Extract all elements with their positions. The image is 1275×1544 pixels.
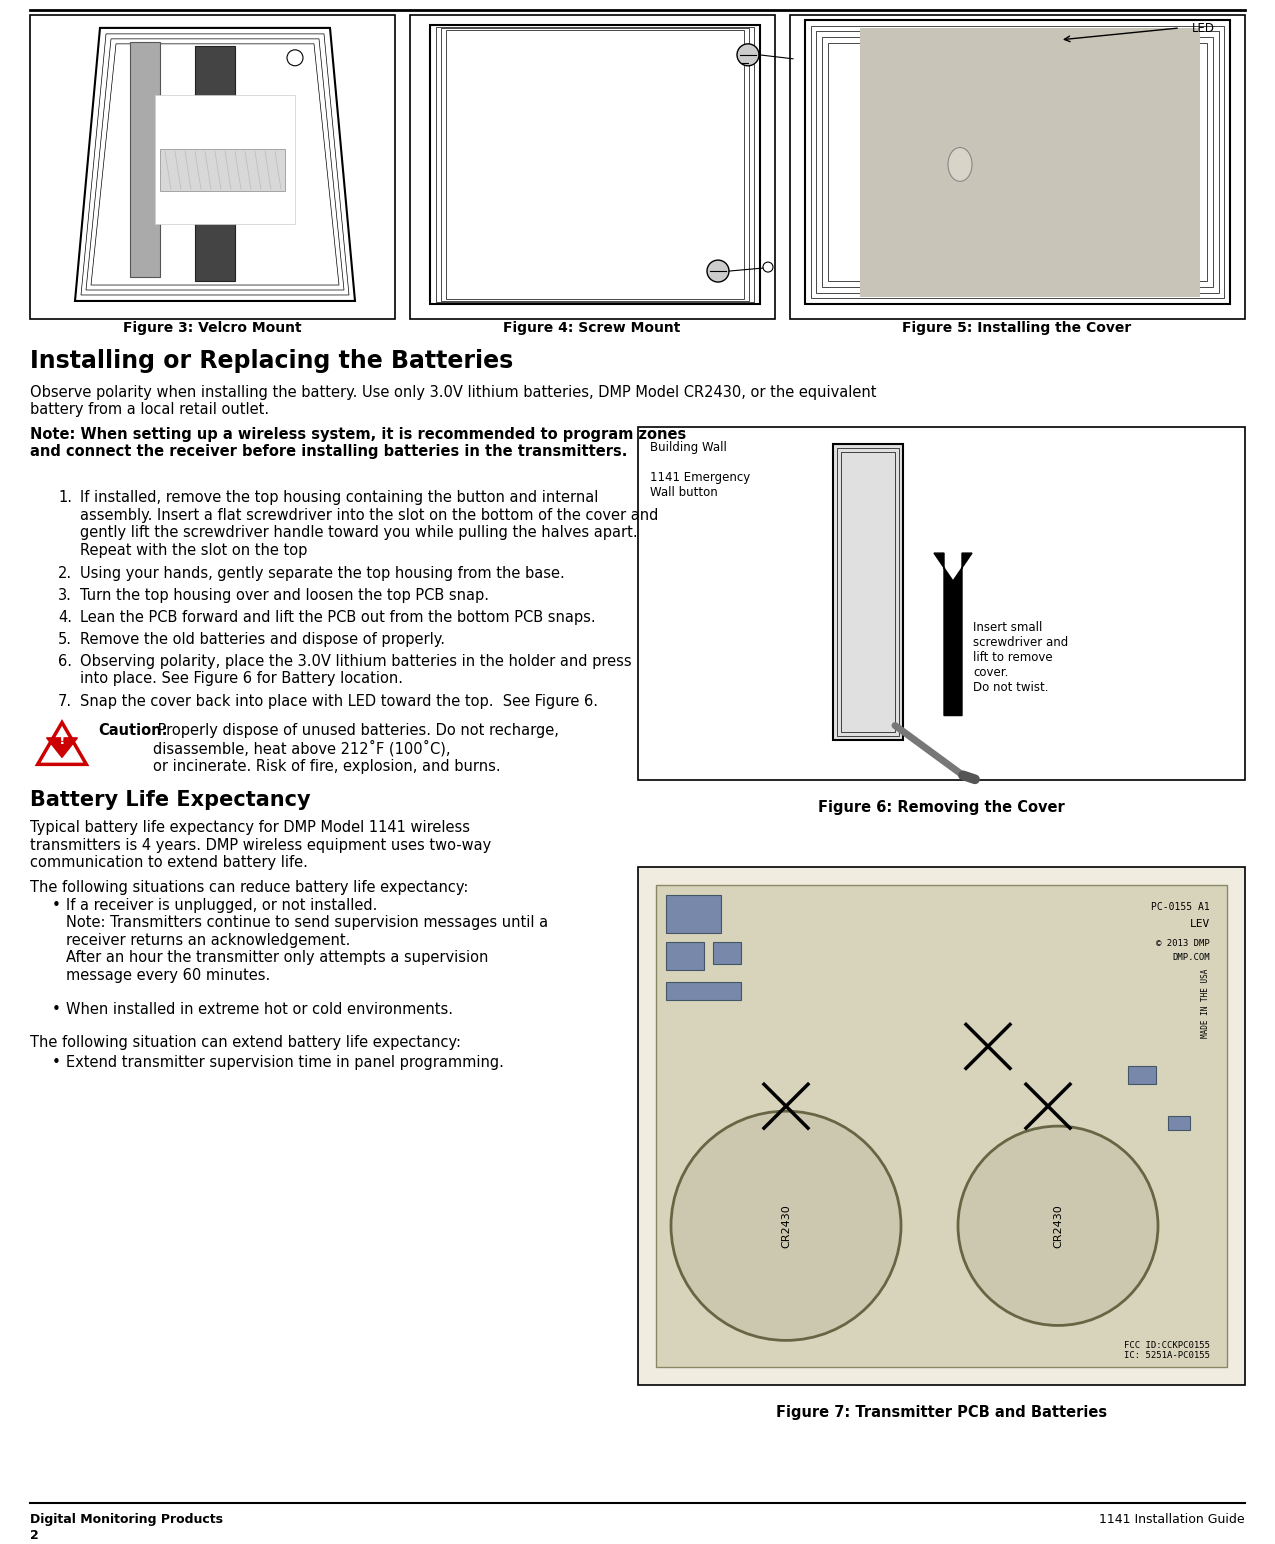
Text: The following situation can extend battery life expectancy:: The following situation can extend batte… [31,1036,462,1050]
Bar [666,942,704,970]
Text: •: • [52,1002,61,1016]
Polygon shape [75,28,354,301]
Text: Typical battery life expectancy for DMP Model 1141 wireless
transmitters is 4 ye: Typical battery life expectancy for DMP … [31,820,491,869]
Circle shape [762,262,773,272]
Text: Installing or Replacing the Batteries: Installing or Replacing the Batteries [31,349,514,372]
Text: •: • [52,1056,61,1070]
Bar [833,445,903,741]
Circle shape [671,1112,901,1340]
Text: 6.: 6. [57,653,71,669]
Text: © 2013 DMP: © 2013 DMP [1156,939,1210,948]
Text: •: • [52,899,61,913]
Text: 1.: 1. [57,491,71,505]
Polygon shape [47,738,78,758]
Text: 1141 Installation Guide: 1141 Installation Guide [1099,1513,1244,1525]
Ellipse shape [949,148,972,181]
Polygon shape [38,723,87,764]
Circle shape [737,43,759,66]
Text: When installed in extreme hot or cold environments.: When installed in extreme hot or cold en… [66,1002,453,1016]
Text: Figure 7: Transmitter PCB and Batteries: Figure 7: Transmitter PCB and Batteries [776,1405,1107,1420]
Bar [411,15,775,320]
Text: CR2430: CR2430 [1053,1204,1063,1248]
Text: Remove the old batteries and dispose of properly.: Remove the old batteries and dispose of … [80,631,445,647]
Text: 7.: 7. [57,693,71,709]
Text: Figure 5: Installing the Cover: Figure 5: Installing the Cover [903,321,1132,335]
Circle shape [793,54,803,65]
Bar [666,896,720,933]
Bar [657,885,1227,1368]
Bar [836,448,899,736]
Bar [1128,1067,1156,1084]
Text: Figure 3: Velcro Mount: Figure 3: Velcro Mount [122,321,301,335]
Text: LEV: LEV [1190,919,1210,929]
Polygon shape [159,150,286,191]
Text: 2: 2 [31,1529,38,1542]
Text: Turn the top housing over and loosen the top PCB snap.: Turn the top housing over and loosen the… [80,588,490,604]
Text: Digital Monitoring Products: Digital Monitoring Products [31,1513,223,1525]
Bar [666,982,741,999]
Text: Extend transmitter supervision time in panel programming.: Extend transmitter supervision time in p… [66,1056,504,1070]
Bar [790,15,1244,320]
Text: If a receiver is unplugged, or not installed.
Note: Transmitters continue to sen: If a receiver is unplugged, or not insta… [66,899,548,982]
Bar [638,868,1244,1385]
Text: The following situations can reduce battery life expectancy:: The following situations can reduce batt… [31,880,468,896]
Text: Figure 6: Removing the Cover: Figure 6: Removing the Cover [819,800,1065,815]
Text: FCC ID:CCKPC0155
IC: 5251A-PC0155: FCC ID:CCKPC0155 IC: 5251A-PC0155 [1125,1340,1210,1360]
Bar [31,15,395,320]
Circle shape [958,1126,1158,1325]
Text: CR2430: CR2430 [782,1204,790,1248]
Text: Observing polarity, place the 3.0V lithium batteries in the holder and press
int: Observing polarity, place the 3.0V lithi… [80,653,631,686]
Text: Properly dispose of unused batteries. Do not recharge,
disassemble, heat above 2: Properly dispose of unused batteries. Do… [153,723,558,774]
Text: Observe polarity when installing the battery. Use only 3.0V lithium batteries, D: Observe polarity when installing the bat… [31,384,876,417]
Text: Building Wall: Building Wall [650,442,727,454]
Text: Snap the cover back into place with LED toward the top.  See Figure 6.: Snap the cover back into place with LED … [80,693,598,709]
Polygon shape [156,94,295,224]
Text: 2.: 2. [57,567,71,581]
Text: 5.: 5. [57,631,71,647]
Text: Figure 4: Screw Mount: Figure 4: Screw Mount [504,321,681,335]
Text: !: ! [59,733,65,747]
Text: Using your hands, gently separate the top housing from the base.: Using your hands, gently separate the to… [80,567,565,581]
Circle shape [708,259,729,283]
Text: Lean the PCB forward and lift the PCB out from the bottom PCB snaps.: Lean the PCB forward and lift the PCB ou… [80,610,595,625]
Polygon shape [130,42,159,276]
Text: If installed, remove the top housing containing the button and internal
assembly: If installed, remove the top housing con… [80,491,658,557]
Text: 4.: 4. [57,610,71,625]
Text: 3.: 3. [59,588,71,604]
Bar [638,426,1244,780]
Polygon shape [861,28,1200,296]
Polygon shape [935,553,972,715]
Polygon shape [430,25,760,304]
Text: Insert small
screwdriver and
lift to remove
cover.
Do not twist.: Insert small screwdriver and lift to rem… [973,621,1068,693]
Polygon shape [805,20,1230,304]
Text: PC-0155 A1: PC-0155 A1 [1151,902,1210,913]
Bar [713,942,741,963]
Text: Caution:: Caution: [98,723,167,738]
Bar [1168,1116,1190,1130]
Text: LED: LED [1192,22,1215,36]
Text: MADE IN THE USA: MADE IN THE USA [1201,968,1210,1038]
Text: Battery Life Expectancy: Battery Life Expectancy [31,791,311,811]
Bar [842,452,895,732]
Text: Note: When setting up a wireless system, it is recommended to program zones
and : Note: When setting up a wireless system,… [31,426,686,459]
Polygon shape [195,46,235,281]
Text: 1141 Emergency
Wall button: 1141 Emergency Wall button [650,471,750,499]
Text: DMP.COM: DMP.COM [1173,953,1210,962]
